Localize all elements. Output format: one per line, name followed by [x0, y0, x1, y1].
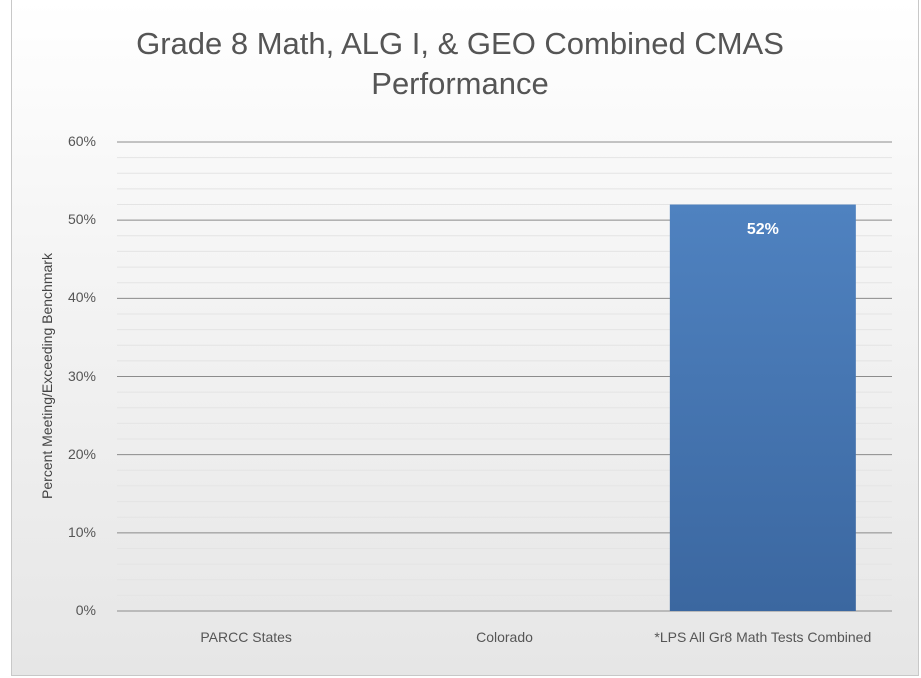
bar: [669, 204, 856, 612]
y-tick-label: 10%: [67, 523, 96, 540]
y-tick-label: 0%: [75, 602, 96, 618]
y-tick-label: 40%: [67, 289, 96, 306]
chart-title: Grade 8 Math, ALG I, & GEO Combined CMAS…: [136, 26, 784, 101]
y-tick-label: 60%: [67, 133, 96, 149]
x-tick-label: PARCC States: [200, 629, 292, 645]
y-tick-label: 30%: [67, 367, 96, 384]
y-tick-label: 20%: [67, 445, 96, 462]
y-tick-label: 50%: [67, 211, 96, 228]
data-label: 52%: [746, 220, 779, 238]
x-tick-label: *LPS All Gr8 Math Tests Combined: [654, 629, 872, 645]
x-tick-label: Colorado: [476, 629, 533, 645]
